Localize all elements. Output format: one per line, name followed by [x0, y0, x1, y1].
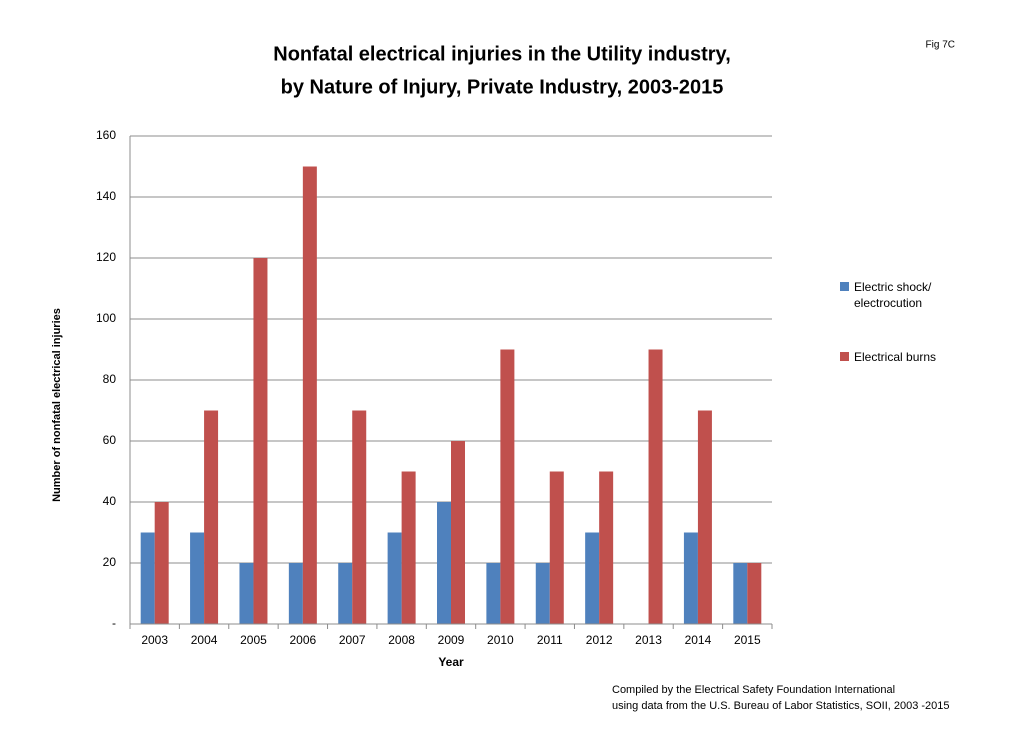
x-tick-label: 2007: [339, 633, 366, 647]
x-tick-label: 2011: [537, 633, 563, 647]
bar: [585, 532, 600, 624]
bar: [352, 410, 367, 624]
bar: [683, 532, 698, 624]
bar: [154, 502, 169, 624]
chart-title: by Nature of Injury, Private Industry, 2…: [281, 76, 724, 98]
bar: [747, 563, 762, 624]
x-tick-label: 2015: [734, 633, 761, 647]
y-axis-label: Number of nonfatal electrical injuries: [51, 308, 63, 502]
x-tick-label: 2013: [635, 633, 662, 647]
y-tick-label: 160: [96, 128, 116, 142]
bar: [387, 532, 402, 624]
legend-label: Electrical burns: [854, 350, 937, 364]
bar: [253, 258, 268, 624]
x-tick-label: 2005: [240, 633, 267, 647]
legend-swatch: [840, 282, 849, 291]
x-tick-label: 2003: [141, 633, 168, 647]
y-tick-label: 100: [96, 311, 116, 325]
legend-item: Electrical burns: [840, 349, 960, 365]
bar: [486, 563, 501, 624]
bar: [500, 349, 515, 624]
x-tick-label: 2010: [487, 633, 514, 647]
legend-swatch: [840, 352, 849, 361]
y-tick-label: 120: [96, 250, 116, 264]
bar: [733, 563, 748, 624]
bar: [302, 166, 317, 624]
y-tick-label: 80: [103, 372, 117, 386]
bar: [535, 563, 550, 624]
source-note: using data from the U.S. Bureau of Labor…: [612, 700, 950, 712]
y-tick-label: -: [112, 616, 116, 630]
x-tick-label: 2014: [685, 633, 712, 647]
bar: [697, 410, 712, 624]
bar: [549, 471, 564, 624]
y-tick-label: 60: [103, 433, 117, 447]
x-tick-label: 2012: [586, 633, 613, 647]
bar: [288, 563, 303, 624]
y-tick-label: 20: [103, 555, 117, 569]
chart-title: Nonfatal electrical injuries in the Util…: [273, 43, 731, 65]
y-tick-label: 140: [96, 189, 116, 203]
x-tick-label: 2006: [289, 633, 316, 647]
legend-label: Electric shock/ electrocution: [854, 280, 932, 310]
figure-label: Fig 7C: [926, 40, 955, 51]
x-tick-label: 2009: [438, 633, 465, 647]
bar: [140, 532, 155, 624]
bar: [190, 532, 205, 624]
bar: [648, 349, 663, 624]
bar: [451, 441, 465, 624]
bar: [401, 471, 416, 624]
x-tick-label: 2004: [191, 633, 218, 647]
source-note: Compiled by the Electrical Safety Founda…: [612, 684, 895, 696]
bar: [204, 410, 219, 624]
bar: [437, 502, 451, 624]
legend-item: Electric shock/ electrocution: [840, 279, 960, 311]
y-tick-label: 40: [103, 494, 117, 508]
bar: [239, 563, 254, 624]
bar: [599, 471, 614, 624]
x-axis-label: Year: [438, 655, 464, 669]
x-tick-label: 2008: [388, 633, 415, 647]
bar: [338, 563, 353, 624]
